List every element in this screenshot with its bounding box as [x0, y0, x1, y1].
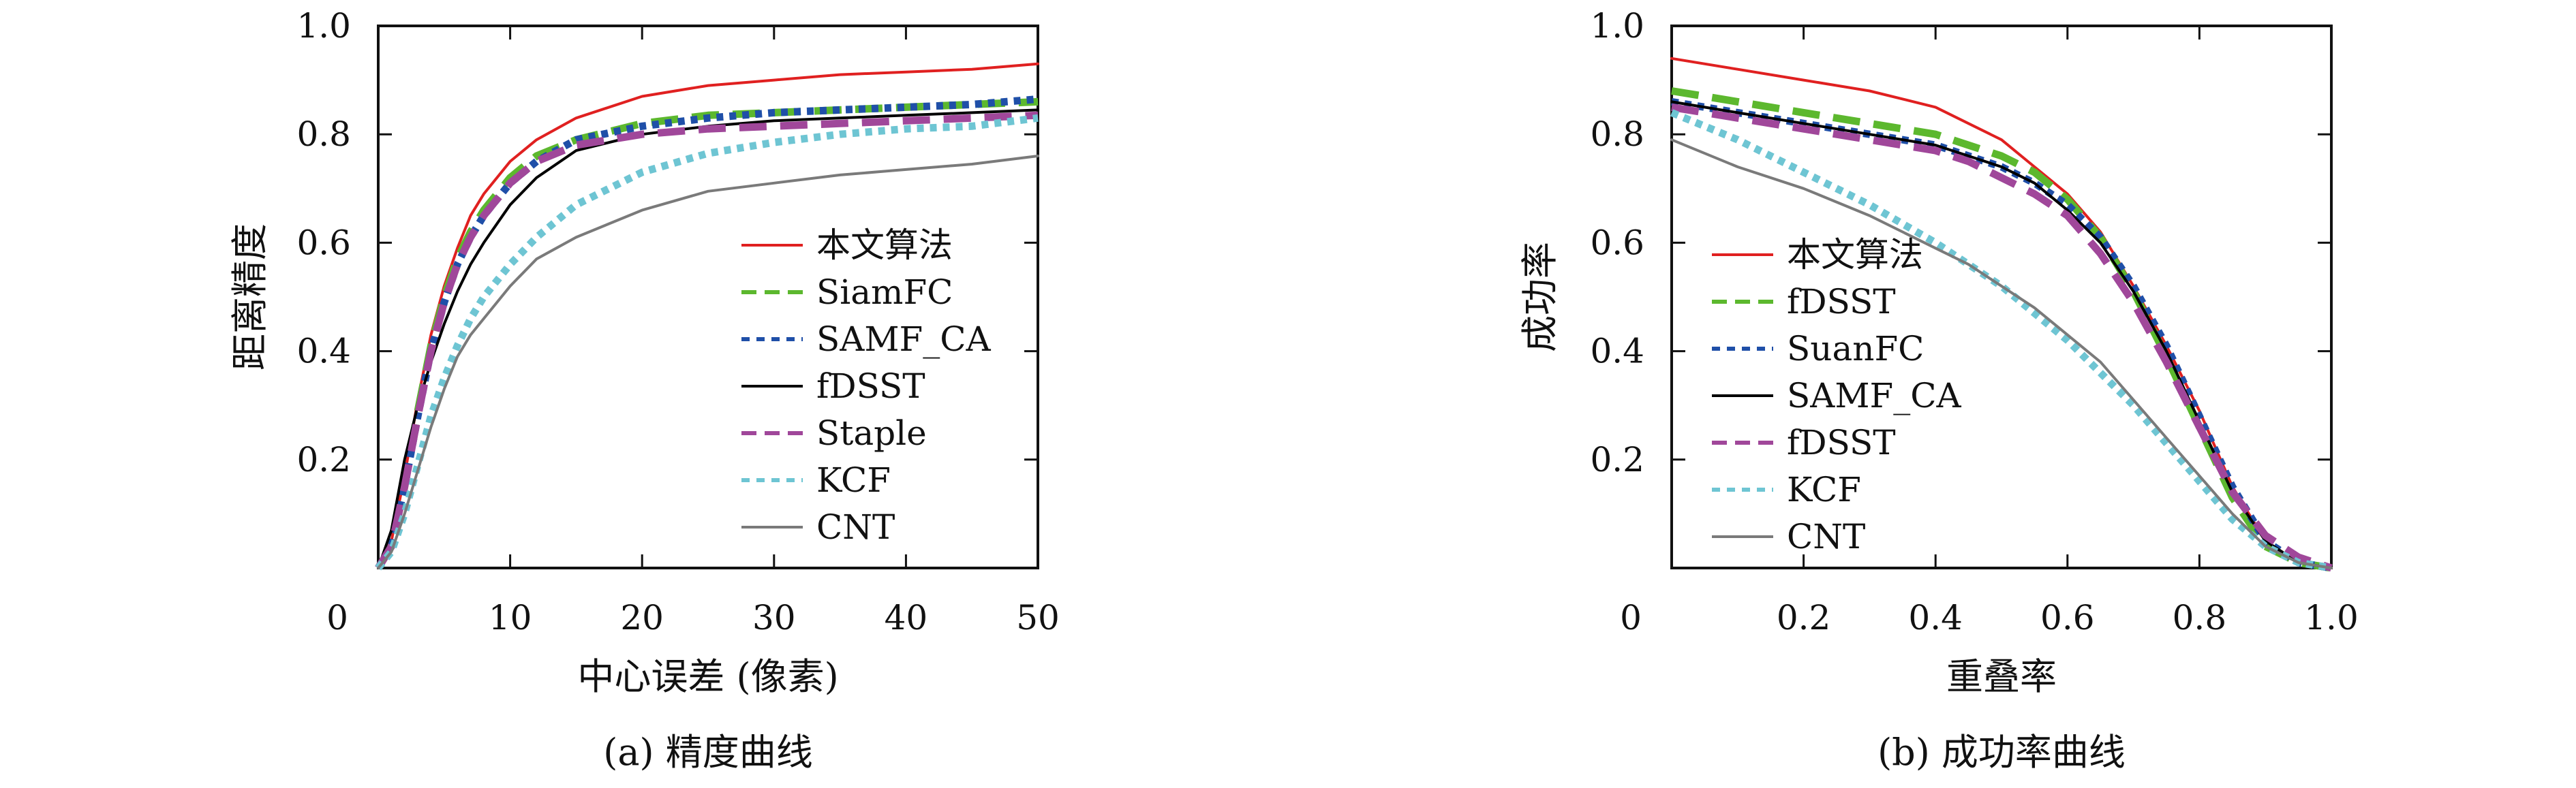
y-axis-label: 距离精度 — [228, 223, 271, 371]
series-line — [1670, 109, 2332, 572]
x-axis-label: 中心误差 (像素) — [577, 655, 838, 698]
chart-caption: (a) 精度曲线 — [603, 731, 813, 774]
x-tick-label: 0.2 — [1777, 598, 1831, 637]
legend-label: 本文算法 — [1787, 235, 1923, 274]
legend-label: SuanFC — [1787, 329, 1924, 368]
chart-caption: (b) 成功率曲线 — [1877, 731, 2126, 774]
legend-label: fDSST — [816, 366, 925, 406]
x-tick-label: 30 — [752, 598, 796, 637]
y-tick-label: 0.4 — [1590, 332, 1644, 371]
series-lines — [375, 62, 1039, 571]
legend-label: fDSST — [1787, 282, 1896, 321]
series-line — [377, 155, 1039, 569]
series-line — [375, 111, 1039, 570]
series-lines — [1670, 57, 2333, 572]
series-line — [1670, 138, 2333, 569]
y-tick-label: 1.0 — [296, 6, 351, 46]
y-axis-label: 成功率 — [1518, 242, 1561, 352]
series-line — [1671, 103, 2333, 572]
axis-ticks: 0 0.2 0.4 0.6 0.8 1.0 0.2 0.4 0.6 0.8 1.0 — [1590, 6, 2358, 637]
x-tick-label: 1.0 — [2304, 598, 2359, 637]
legend-label: KCF — [816, 460, 891, 500]
legend-label: SiamFC — [816, 272, 953, 312]
legend-label: CNT — [816, 507, 895, 547]
plot-frame — [377, 25, 1039, 569]
legend-label: fDSST — [1787, 423, 1896, 462]
y-tick-label: 0.4 — [296, 332, 351, 371]
success-chart: 0 0.2 0.4 0.6 0.8 1.0 0.2 0.4 0.6 0.8 1.0 本文算法 fDSS… — [1518, 6, 2359, 774]
x-tick-label: 0 — [326, 598, 348, 637]
series-line — [375, 114, 1039, 571]
y-tick-label: 0.6 — [1590, 223, 1644, 262]
x-axis-label: 重叠率 — [1946, 655, 2057, 698]
legend: 本文算法 SiamFC SAMF_CA fDSST Staple KCF CNT — [741, 225, 992, 547]
series-line — [377, 62, 1039, 569]
legend-label: 本文算法 — [816, 225, 953, 265]
precision-chart: 0 10 20 30 40 50 0.2 0.4 0.6 0.8 1.0 本文算法 SiamFC SAM… — [228, 6, 1060, 774]
x-tick-label: 10 — [489, 598, 532, 637]
x-tick-label: 0.4 — [1908, 598, 1963, 637]
legend-label: SAMF_CA — [816, 319, 992, 359]
x-tick-label: 0.8 — [2173, 598, 2227, 637]
y-tick-label: 0.6 — [296, 223, 351, 262]
y-tick-label: 1.0 — [1590, 6, 1644, 46]
y-tick-label: 0.8 — [296, 114, 351, 154]
x-tick-label: 0.6 — [2040, 598, 2095, 637]
series-line — [1671, 87, 2332, 572]
legend-label: CNT — [1787, 517, 1865, 556]
y-tick-label: 0.8 — [1590, 114, 1644, 154]
legend-label: SAMF_CA — [1787, 376, 1962, 415]
plot-frame — [1670, 25, 2333, 569]
series-line — [375, 95, 1039, 570]
y-tick-label: 0.2 — [1590, 440, 1644, 479]
legend-label: Staple — [816, 413, 927, 453]
y-tick-label: 0.2 — [296, 440, 351, 479]
x-tick-label: 20 — [620, 598, 664, 637]
legend: 本文算法 fDSST SuanFC SAMF_CA fDSST KCF CNT — [1712, 235, 1962, 556]
x-tick-label: 40 — [885, 598, 928, 637]
axis-ticks: 0 10 20 30 40 50 0.2 0.4 0.6 0.8 1.0 — [296, 6, 1059, 637]
legend-label: KCF — [1787, 470, 1861, 509]
x-tick-label: 0 — [1620, 598, 1642, 637]
x-tick-label: 50 — [1016, 598, 1060, 637]
